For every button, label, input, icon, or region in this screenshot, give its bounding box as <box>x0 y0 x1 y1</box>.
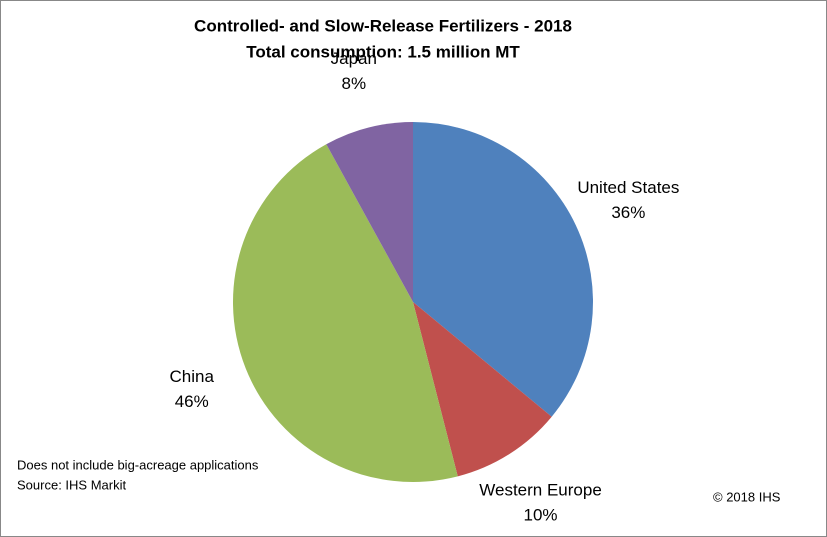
pie-slice <box>413 302 552 477</box>
copyright: © 2018 IHS <box>713 489 781 504</box>
slice-label: China <box>170 367 215 386</box>
chart-title: Controlled- and Slow-Release Fertilizers… <box>194 16 572 35</box>
slice-value: 10% <box>524 505 558 524</box>
slice-label: Japan <box>331 49 377 68</box>
pie-slice <box>413 122 594 417</box>
slice-value: 8% <box>342 74 367 93</box>
slice-label: Western Europe <box>479 480 602 499</box>
note: Does not include big-acreage application… <box>17 457 259 472</box>
pie-slice <box>326 122 413 302</box>
chart-subtitle: Total consumption: 1.5 million MT <box>246 42 520 61</box>
pie-slice <box>232 144 458 483</box>
note: Source: IHS Markit <box>17 477 126 492</box>
slice-value: 46% <box>175 392 209 411</box>
slice-value: 36% <box>611 203 645 222</box>
slice-label: United States <box>577 178 679 197</box>
